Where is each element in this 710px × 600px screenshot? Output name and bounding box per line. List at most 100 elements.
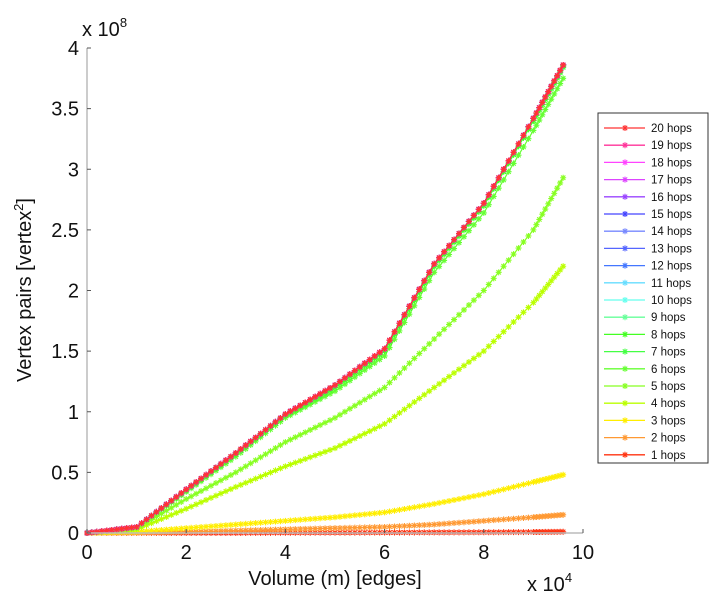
data-point — [456, 496, 462, 503]
data-point — [317, 390, 324, 397]
legend-marker-icon — [622, 228, 628, 235]
y-tick-label: 3 — [68, 159, 79, 181]
data-point — [332, 388, 338, 395]
series-5-hops — [84, 174, 567, 536]
legend-label: 12 hops — [651, 261, 692, 273]
data-point — [500, 166, 507, 173]
data-point — [460, 233, 467, 240]
data-point — [426, 269, 433, 276]
data-point — [551, 90, 558, 97]
data-point — [416, 395, 423, 402]
data-point — [560, 75, 567, 82]
legend-item: 15 hops — [604, 209, 692, 221]
data-point — [451, 520, 458, 527]
data-point — [475, 215, 482, 222]
data-point — [500, 529, 507, 536]
data-point — [351, 374, 358, 381]
data-point — [515, 529, 522, 536]
data-point — [257, 526, 264, 533]
data-point — [495, 487, 502, 494]
data-point — [539, 476, 546, 483]
data-point — [436, 499, 443, 506]
data-point — [212, 492, 219, 499]
data-point — [158, 516, 165, 523]
y-tick-label: 1.5 — [51, 341, 79, 363]
data-point — [416, 294, 423, 301]
data-point — [351, 435, 358, 442]
data-point — [495, 269, 502, 276]
data-point — [272, 445, 279, 452]
data-point — [539, 111, 546, 118]
data-point — [322, 387, 329, 394]
data-point — [361, 511, 368, 518]
series-14-hops — [84, 61, 567, 536]
data-point — [217, 522, 224, 529]
data-point — [505, 257, 512, 264]
data-point — [536, 104, 543, 111]
data-point — [173, 493, 180, 500]
legend-item: 8 hops — [604, 329, 686, 341]
data-point — [212, 528, 219, 535]
x-tick-label: 8 — [478, 542, 489, 564]
data-point — [163, 526, 170, 533]
data-point — [336, 384, 343, 391]
data-point — [158, 510, 165, 517]
data-point — [198, 488, 205, 495]
data-point — [436, 254, 443, 261]
data-point — [153, 513, 160, 520]
data-point — [505, 157, 512, 164]
series-19-hops — [84, 61, 567, 536]
data-point — [232, 527, 239, 534]
data-point — [411, 504, 418, 511]
data-point — [406, 360, 413, 367]
data-point — [163, 513, 170, 520]
data-point — [317, 515, 324, 522]
data-point — [401, 365, 408, 372]
data-point — [475, 518, 482, 525]
data-point — [113, 526, 120, 533]
data-point — [188, 503, 195, 510]
series-9-hops — [84, 61, 567, 536]
legend-item: 7 hops — [604, 347, 686, 359]
data-point — [267, 448, 274, 455]
data-point — [232, 521, 239, 528]
data-point — [475, 206, 482, 213]
data-point — [336, 442, 343, 449]
data-point — [436, 263, 443, 270]
data-point — [178, 528, 185, 535]
data-point — [341, 440, 348, 447]
data-point — [470, 212, 477, 219]
data-point — [143, 516, 150, 523]
data-point — [242, 527, 249, 534]
data-point — [426, 388, 433, 395]
data-point — [292, 459, 299, 466]
data-point — [391, 507, 398, 514]
data-point — [542, 285, 549, 292]
data-point — [431, 500, 438, 507]
y-tick-label: 2.5 — [51, 220, 79, 242]
series-7-hops — [84, 64, 567, 536]
data-point — [267, 469, 274, 476]
data-point — [548, 277, 555, 284]
data-point — [237, 527, 244, 534]
legend-item: 19 hops — [604, 140, 692, 152]
data-point — [272, 526, 279, 533]
data-point — [322, 525, 329, 532]
data-point — [396, 523, 403, 530]
series-line — [86, 64, 564, 534]
y-multiplier: x 108 — [82, 15, 127, 41]
data-point — [376, 349, 383, 356]
legend-item: 9 hops — [604, 312, 686, 324]
data-point — [143, 528, 150, 535]
data-point — [242, 479, 249, 486]
data-point — [356, 370, 363, 377]
data-point — [391, 523, 398, 530]
data-point — [307, 516, 314, 523]
data-point — [406, 311, 413, 318]
data-point — [257, 430, 264, 437]
data-point — [371, 390, 378, 397]
data-point — [406, 402, 413, 409]
data-point — [396, 327, 403, 334]
data-point — [515, 152, 522, 159]
